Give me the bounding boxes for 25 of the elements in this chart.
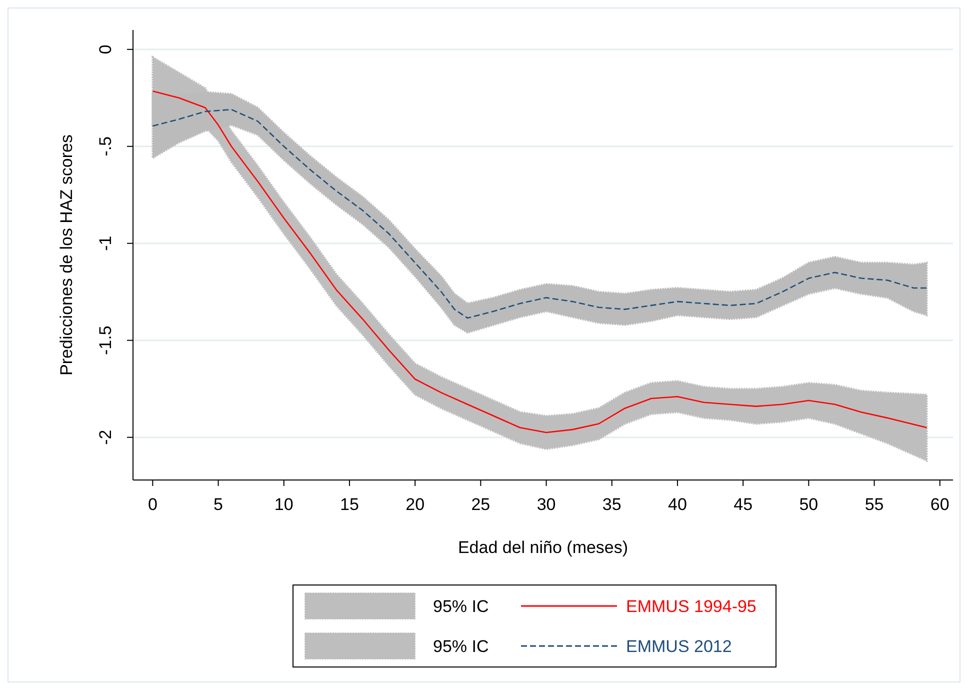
x-tick-label: 35: [602, 495, 622, 514]
x-tick-label: 20: [406, 495, 425, 514]
x-tick-label: 40: [668, 495, 687, 514]
x-tick-label: 60: [930, 495, 950, 514]
x-tick-label: 5: [214, 495, 224, 514]
y-axis-title: Predicciones de los HAZ scores: [57, 134, 76, 376]
line-series: [152, 90, 928, 434]
text: EMMUS 1994-95: [626, 597, 756, 616]
x-tick-label: 25: [471, 495, 490, 514]
text: 95% IC: [433, 597, 489, 616]
y-tick-label: -2: [96, 430, 115, 445]
text: EMMUS 2012: [626, 637, 732, 656]
x-axis-title: Edad del niño (meses): [458, 538, 628, 557]
y-tick-label: 0: [96, 44, 115, 54]
text: 95% IC: [433, 637, 489, 656]
y-tick-label: -.5: [96, 136, 115, 156]
x-tick-label: 30: [536, 495, 556, 514]
x-tick-label: 15: [340, 495, 359, 514]
x-tick-label: 50: [799, 495, 818, 514]
x-tick-label: 55: [864, 495, 884, 514]
y-tick-label: -1.5: [96, 326, 115, 355]
x-tick-label: 0: [148, 495, 158, 514]
x-tick-label: 10: [274, 495, 294, 514]
y-tick-label: -1: [96, 236, 115, 251]
x-tick-label: 45: [734, 495, 753, 514]
